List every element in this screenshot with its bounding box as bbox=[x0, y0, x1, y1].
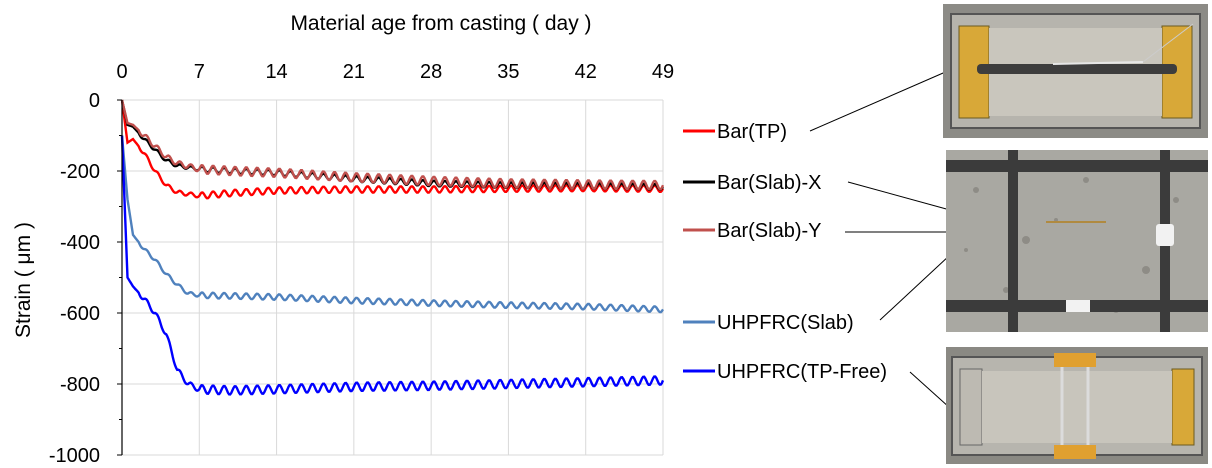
photo-bar-slab-specimen bbox=[946, 150, 1208, 332]
legend-label: UHPFRC(Slab) bbox=[717, 312, 854, 334]
legend-layer: Bar(TP) Bar(Slab)-X Bar(Slab)-Y UHPFRC(Slab… bbox=[683, 121, 887, 383]
series-line-bar-tp bbox=[120, 99, 665, 200]
x-tick-label: 21 bbox=[343, 61, 365, 83]
photo-bar-tp-specimen bbox=[943, 4, 1208, 138]
axes-layer: 0 7 14 21 28 35 42 49 0 -200 -400 -600 -800 -1000 bbox=[49, 61, 674, 467]
legend-label: Bar(Slab)-X bbox=[717, 172, 821, 194]
leader-line bbox=[879, 254, 951, 321]
y-tick-label: -1000 bbox=[49, 445, 100, 467]
grid-layer bbox=[122, 99, 664, 456]
x-tick-label: 49 bbox=[652, 61, 674, 83]
leader-line bbox=[909, 371, 951, 409]
legend-label: UHPFRC(TP-Free) bbox=[717, 361, 887, 383]
photo-uhpfrc-tp-free-specimen bbox=[946, 347, 1208, 464]
leader-line bbox=[847, 181, 951, 211]
leader-lines bbox=[809, 69, 951, 409]
y-tick-label: -200 bbox=[60, 161, 100, 183]
legend-label: Bar(TP) bbox=[717, 121, 787, 143]
x-tick-label: 7 bbox=[194, 61, 205, 83]
series-layer bbox=[120, 99, 665, 396]
y-tick-label: -800 bbox=[60, 374, 100, 396]
series-line-uhpfrc-tp-free bbox=[120, 135, 665, 396]
y-tick-label: 0 bbox=[89, 90, 100, 112]
x-tick-label: 14 bbox=[265, 61, 287, 83]
legend-label: Bar(Slab)-Y bbox=[717, 220, 821, 242]
y-axis-title: Strain ( μm ) bbox=[12, 222, 35, 338]
y-tick-label: -400 bbox=[60, 232, 100, 254]
x-axis-title: Material age from casting ( day ) bbox=[290, 12, 591, 35]
label-layer: Material age from casting ( day ) Strain… bbox=[12, 12, 592, 338]
x-tick-label: 28 bbox=[420, 61, 442, 83]
x-tick-label: 0 bbox=[116, 61, 127, 83]
series-line-bar-slab-y bbox=[120, 99, 665, 191]
x-tick-label: 35 bbox=[497, 61, 519, 83]
series-line-uhpfrc-slab bbox=[120, 135, 665, 314]
leader-line bbox=[809, 69, 951, 132]
x-tick-label: 42 bbox=[575, 61, 597, 83]
y-tick-label: -600 bbox=[60, 303, 100, 325]
